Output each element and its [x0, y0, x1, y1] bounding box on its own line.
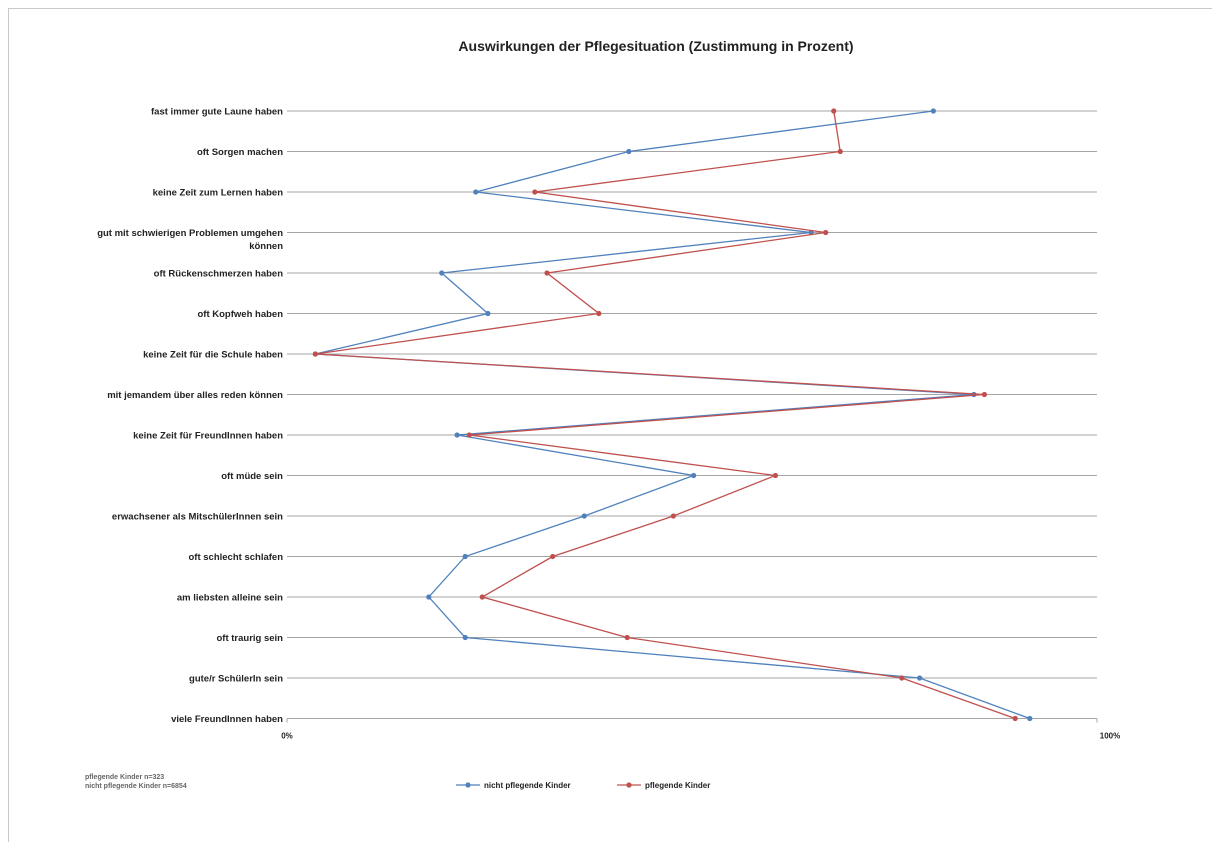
data-point — [581, 513, 587, 519]
category-label: gute/r SchülerIn sein — [189, 674, 283, 685]
data-point — [899, 675, 905, 681]
data-point — [479, 594, 485, 600]
category-label: keine Zeit für FreundInnen haben — [133, 431, 283, 442]
data-point — [772, 472, 779, 479]
category-labels: fast immer gute Laune haben oft Sorgen ma… — [97, 107, 283, 726]
legend-swatch-marker — [626, 782, 632, 788]
series-line — [315, 110, 1031, 720]
data-point — [473, 189, 479, 195]
data-point — [426, 594, 432, 600]
category-label: oft traurig sein — [216, 633, 283, 644]
data-point — [831, 108, 837, 114]
data-point — [917, 675, 923, 681]
category-label: fast immer gute Laune haben — [151, 107, 283, 118]
data-point — [462, 634, 468, 641]
series-line — [315, 110, 1016, 720]
legend: nicht pflegende Kinder pflegende Kinder — [456, 781, 710, 790]
legend-label: nicht pflegende Kinder — [484, 781, 571, 790]
legend-label: pflegende Kinder — [645, 781, 710, 790]
category-label: oft müde sein — [221, 471, 283, 482]
data-point — [312, 351, 318, 357]
sample-size-note: pflegende Kinder n=323 — [85, 774, 164, 781]
data-point — [532, 189, 538, 195]
category-label: oft schlecht schlafen — [189, 552, 284, 563]
gridlines — [287, 110, 1097, 719]
data-point — [454, 432, 460, 438]
category-label: erwachsener als MitschülerInnen sein — [112, 512, 283, 523]
data-point — [485, 310, 491, 317]
data-point — [1027, 715, 1033, 722]
category-label: viele FreundInnen haben — [171, 714, 283, 725]
category-label: oft Sorgen machen — [197, 147, 283, 158]
chart-frame — [8, 8, 1212, 842]
data-point — [930, 108, 936, 114]
chart-title: Auswirkungen der Pflegesituation (Zustim… — [458, 38, 853, 54]
legend-item: pflegende Kinder — [617, 781, 710, 790]
category-label: gut mit schwierigen Problemen umgehen kön… — [97, 228, 283, 252]
x-tick-label: 0% — [281, 732, 293, 741]
data-point — [626, 148, 632, 155]
category-label: mit jemandem über alles reden können — [107, 390, 283, 401]
data-point — [462, 553, 468, 560]
data-point — [823, 229, 829, 236]
data-point — [981, 391, 988, 398]
x-axis-ticks: 0% 100% — [281, 718, 1120, 741]
data-point — [624, 634, 630, 641]
sample-size-note: nicht pflegende Kinder n=6854 — [85, 783, 187, 790]
category-label: am liebsten alleine sein — [177, 593, 283, 604]
data-point — [837, 148, 843, 155]
category-label: keine Zeit zum Lernen haben — [153, 188, 284, 199]
data-point — [550, 553, 556, 560]
data-point — [466, 432, 472, 438]
data-point — [691, 472, 697, 479]
data-point — [670, 513, 676, 519]
legend-swatch-marker — [465, 782, 471, 788]
data-point — [544, 270, 550, 276]
data-point — [1012, 715, 1018, 722]
x-tick-label: 100% — [1100, 732, 1120, 741]
data-point — [596, 310, 602, 317]
series-group — [312, 108, 1033, 722]
category-label: oft Kopfweh haben — [198, 309, 284, 320]
category-label: keine Zeit für die Schule haben — [143, 350, 283, 361]
legend-item: nicht pflegende Kinder — [456, 781, 571, 790]
category-label: oft Rückenschmerzen haben — [154, 269, 284, 280]
data-point — [439, 270, 445, 276]
sample-size-notes: pflegende Kinder n=323 nicht pflegende Ki… — [85, 774, 187, 790]
